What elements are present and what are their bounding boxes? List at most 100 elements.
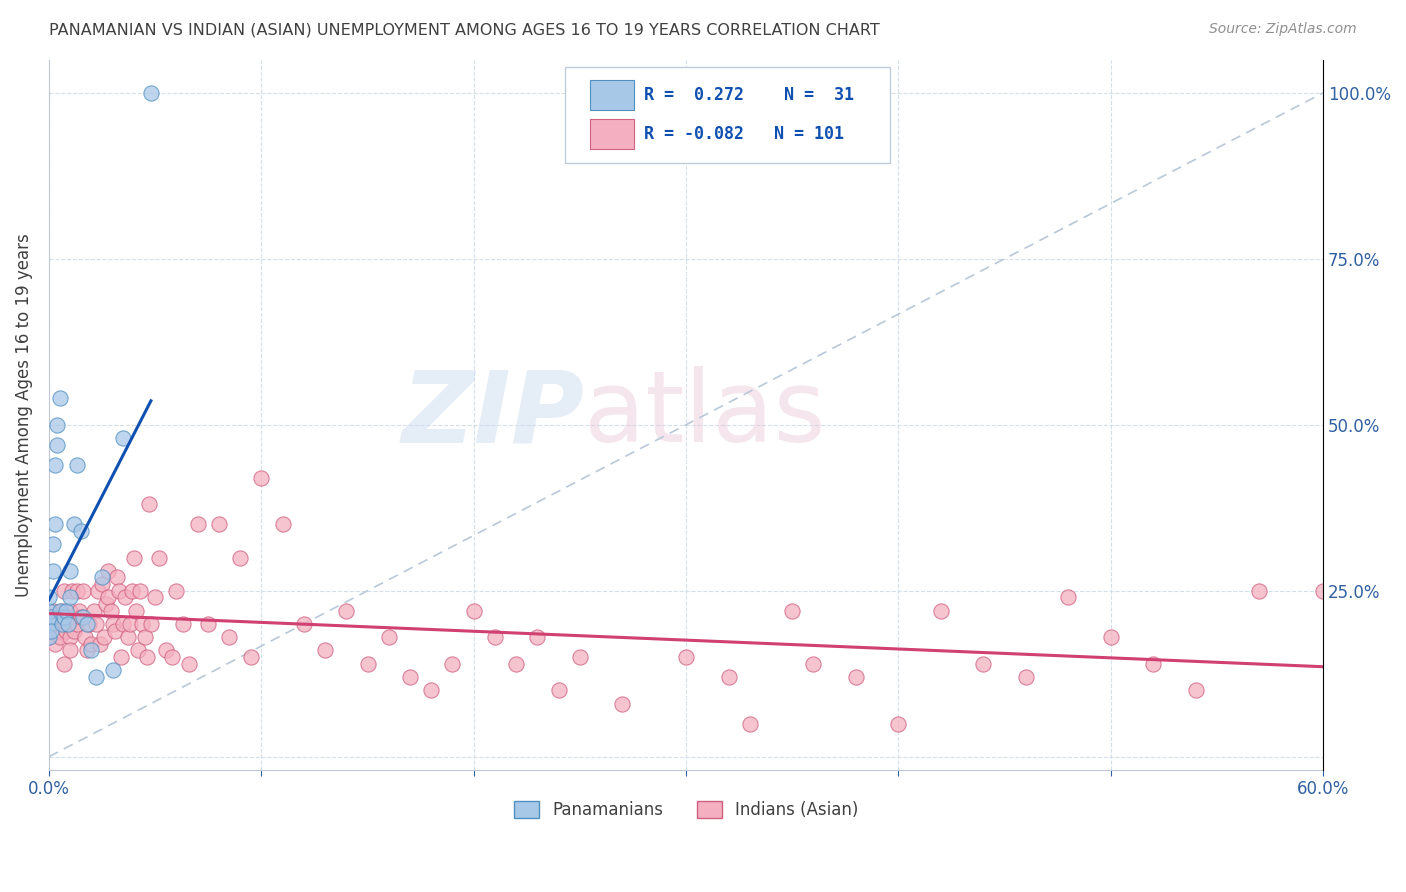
Point	[356, 657, 378, 671]
Point	[39, 624, 62, 638]
Point	[314, 643, 336, 657]
Point	[179, 657, 201, 671]
Point	[463, 604, 485, 618]
Point	[1249, 583, 1271, 598]
Point	[110, 650, 132, 665]
Point	[52, 657, 75, 671]
Point	[717, 670, 740, 684]
Point	[780, 604, 803, 618]
Point	[72, 610, 94, 624]
Point	[399, 670, 422, 684]
Point	[612, 697, 634, 711]
Point	[80, 643, 103, 657]
Point	[155, 643, 177, 657]
Point	[97, 591, 120, 605]
Point	[91, 570, 114, 584]
Point	[52, 610, 75, 624]
Point	[1142, 657, 1164, 671]
Point	[97, 564, 120, 578]
Point	[104, 624, 127, 638]
Point	[125, 604, 148, 618]
Point	[208, 517, 231, 532]
Point	[83, 604, 105, 618]
Point	[929, 604, 952, 618]
Point	[65, 616, 87, 631]
Point	[42, 564, 65, 578]
Point	[75, 630, 97, 644]
Point	[38, 630, 60, 644]
Point	[122, 550, 145, 565]
Point	[65, 583, 87, 598]
Point	[197, 616, 219, 631]
Point	[420, 683, 443, 698]
Point	[48, 604, 70, 618]
Point	[117, 630, 139, 644]
Text: R = -0.082   N = 101: R = -0.082 N = 101	[644, 125, 844, 143]
Point	[129, 583, 152, 598]
Point	[1184, 683, 1206, 698]
Point	[59, 643, 82, 657]
Point	[139, 616, 162, 631]
Point	[250, 471, 273, 485]
Point	[131, 616, 153, 631]
Point	[69, 610, 91, 624]
Point	[48, 391, 70, 405]
Text: ZIP: ZIP	[401, 367, 583, 463]
Point	[505, 657, 527, 671]
Point	[101, 664, 124, 678]
Point	[63, 517, 86, 532]
Point	[55, 604, 77, 618]
Point	[84, 616, 107, 631]
Point	[239, 650, 262, 665]
Point	[93, 630, 115, 644]
Point	[271, 517, 294, 532]
Point	[72, 583, 94, 598]
Point	[38, 604, 60, 618]
Point	[441, 657, 464, 671]
Point	[44, 637, 66, 651]
Point	[100, 604, 122, 618]
Point	[44, 517, 66, 532]
Point	[526, 630, 548, 644]
Point	[59, 604, 82, 618]
Point	[48, 630, 70, 644]
Point	[165, 583, 187, 598]
Point	[44, 458, 66, 472]
Point	[38, 616, 60, 631]
FancyBboxPatch shape	[591, 79, 634, 110]
Point	[42, 537, 65, 551]
Y-axis label: Unemployment Among Ages 16 to 19 years: Unemployment Among Ages 16 to 19 years	[15, 233, 32, 597]
Point	[56, 616, 79, 631]
Point	[59, 630, 82, 644]
Point	[39, 616, 62, 631]
Point	[46, 624, 69, 638]
Point	[52, 583, 75, 598]
Point	[59, 564, 82, 578]
Point	[292, 616, 315, 631]
Point	[38, 630, 60, 644]
Point	[84, 670, 107, 684]
Point	[67, 604, 90, 618]
Point	[972, 657, 994, 671]
Point	[114, 591, 136, 605]
Point	[51, 616, 73, 631]
Text: atlas: atlas	[583, 367, 825, 463]
Point	[55, 624, 77, 638]
Point	[160, 650, 183, 665]
Point	[335, 604, 357, 618]
Point	[484, 630, 506, 644]
FancyBboxPatch shape	[565, 67, 890, 162]
Point	[148, 550, 170, 565]
Point	[547, 683, 569, 698]
Point	[87, 583, 110, 598]
Point	[738, 716, 761, 731]
Point	[105, 570, 128, 584]
Point	[89, 637, 111, 651]
Point	[1099, 630, 1122, 644]
Point	[46, 438, 69, 452]
Point	[59, 591, 82, 605]
Point	[56, 616, 79, 631]
FancyBboxPatch shape	[591, 119, 634, 149]
Point	[80, 637, 103, 651]
Point	[121, 583, 143, 598]
